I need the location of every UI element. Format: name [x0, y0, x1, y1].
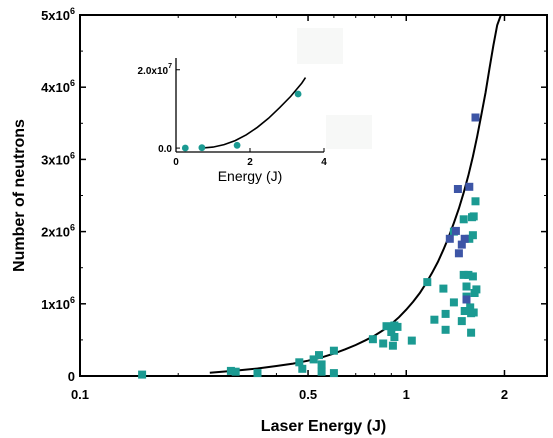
data-point-teal [471, 197, 480, 206]
data-point-teal [368, 335, 377, 344]
y-tick-label: 1x106 [41, 295, 75, 312]
x-axis-title: Laser Energy (J) [261, 418, 386, 435]
inset-data-point [294, 90, 302, 98]
inset-backdrop-patch [326, 115, 372, 149]
inset-y-tick-label-exp: 7 [168, 63, 172, 70]
y-tick-label-base: 0 [68, 369, 75, 384]
data-point-teal [441, 309, 450, 318]
y-tick-label-base: 3x10 [41, 152, 70, 167]
inset-plot: 0.0 2.0x107 0 2 4 Energy (J) [138, 28, 372, 184]
data-point-teal [226, 366, 235, 375]
data-point-teal [468, 272, 477, 281]
data-point-blue [453, 185, 462, 193]
data-point-blue [454, 249, 463, 258]
data-point-teal [449, 298, 458, 307]
data-point-teal [466, 303, 475, 312]
x-tick-label: 2 [501, 387, 508, 402]
data-point-teal [379, 339, 388, 348]
y-tick-label-exp: 6 [70, 295, 75, 305]
inset-y-tick-label: 0.0 [158, 144, 172, 155]
data-point-teal [329, 346, 338, 355]
y-tick-label-exp: 6 [70, 223, 75, 233]
data-point-teal [468, 231, 477, 240]
data-point-blue [462, 295, 471, 304]
y-tick-label: 4x106 [41, 78, 75, 95]
data-point-teal [439, 284, 448, 293]
data-point-teal [460, 307, 469, 315]
y-tick-label-base: 2x10 [41, 225, 70, 240]
y-tick-label: 3x106 [41, 150, 75, 167]
y-tick-label-exp: 6 [70, 6, 75, 16]
data-point-teal [469, 308, 478, 317]
inset-x-tick-label: 2 [247, 157, 253, 168]
data-point-teal [472, 285, 481, 294]
y-tick-label-base: 5x10 [41, 8, 70, 23]
data-point-teal [459, 270, 468, 279]
inset-y-tick-label: 2.0x107 [138, 63, 173, 77]
data-point-teal [457, 317, 466, 326]
inset-data-point [181, 144, 189, 152]
y-tick-label-exp: 6 [70, 78, 75, 88]
data-point-teal [462, 282, 471, 291]
x-tick-label: 0.5 [299, 387, 317, 402]
data-point-blue [445, 234, 454, 243]
data-point-teal [138, 370, 147, 379]
y-tick-label: 2x106 [41, 223, 75, 240]
data-point-teal [329, 369, 338, 378]
data-point-teal [393, 322, 402, 331]
inset-x-tick-label: 4 [321, 157, 327, 168]
inset-y-tick-label-base: 2.0x10 [138, 66, 169, 77]
y-axis-title: Number of neutrons [11, 119, 28, 272]
data-point-teal [317, 367, 326, 376]
data-point-teal [441, 325, 450, 334]
inset-x-axis-title: Energy (J) [218, 168, 283, 184]
data-point-blue [465, 182, 474, 191]
inset-data-point [233, 141, 241, 149]
data-point-blue [471, 113, 480, 122]
inset-fit-curve [201, 77, 307, 149]
data-point-teal [390, 333, 399, 341]
inset-y-tick-label-base: 0.0 [158, 144, 172, 155]
y-tick-label-exp: 6 [70, 150, 75, 160]
inset-data-point [198, 144, 206, 152]
data-point-teal [459, 215, 468, 224]
data-point-teal [295, 358, 304, 367]
data-point-teal [298, 364, 307, 373]
data-point-teal [388, 341, 397, 350]
data-point-teal [430, 315, 439, 324]
data-point-teal [407, 336, 416, 345]
data-point-teal [464, 270, 473, 279]
y-tick-label-base: 1x10 [41, 297, 70, 312]
data-point-blue [457, 240, 466, 249]
x-tick-label: 0.1 [71, 387, 89, 402]
y-tick-label: 0 [68, 369, 75, 384]
data-point-teal [231, 367, 240, 376]
data-point-teal [469, 212, 478, 221]
y-tick-label-base: 4x10 [41, 80, 70, 95]
inset-x-tick-label: 0 [173, 157, 179, 168]
data-point-blue [460, 234, 469, 243]
inset-backdrop-patch [297, 28, 343, 64]
data-point-teal [315, 351, 323, 360]
data-point-teal [467, 328, 476, 337]
data-point-teal [423, 278, 432, 287]
data-point-teal [387, 328, 396, 336]
y-tick-label: 5x106 [41, 6, 75, 23]
data-point-teal [382, 322, 391, 331]
data-point-teal [253, 369, 262, 378]
x-tick-label: 1 [403, 387, 410, 402]
data-point-teal [309, 355, 318, 364]
data-point-blue [451, 226, 460, 235]
data-point-teal [317, 360, 326, 369]
